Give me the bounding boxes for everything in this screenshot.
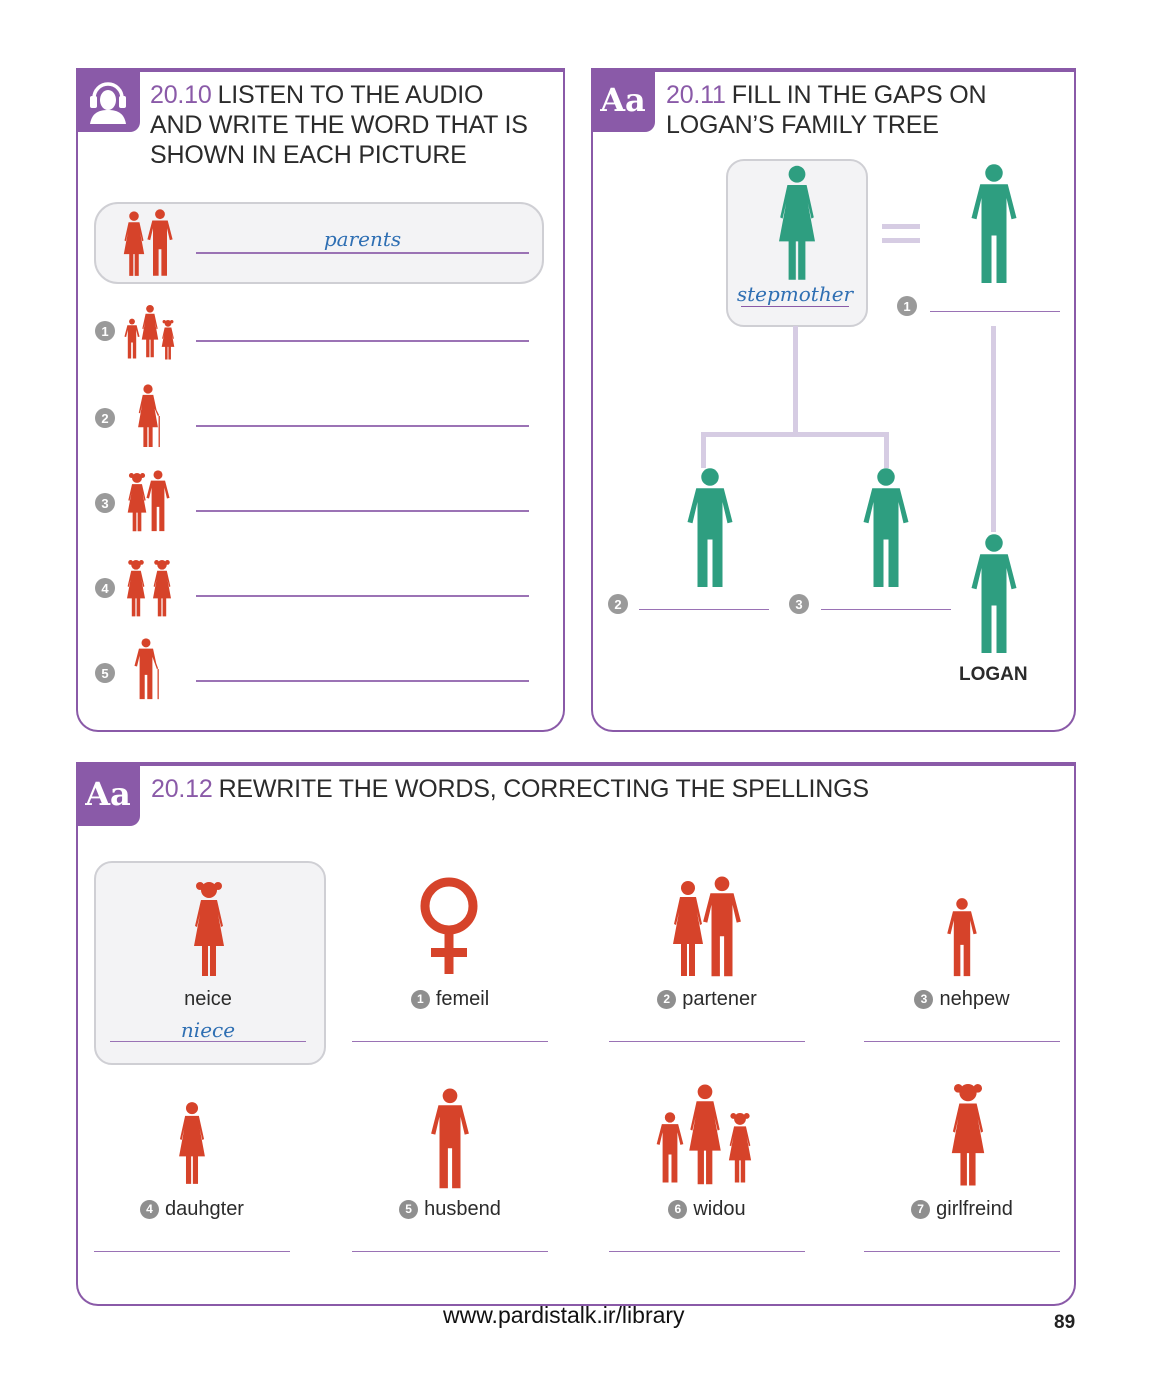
nephew-figure-icon xyxy=(947,898,977,977)
item-number-3: 3 xyxy=(95,493,115,513)
exercise-number: 20.10 xyxy=(150,81,212,109)
logan-figure-icon xyxy=(971,534,1017,653)
tree-connector xyxy=(701,432,706,468)
answer-line-5[interactable] xyxy=(196,680,529,682)
brother-figure-icon xyxy=(863,468,909,587)
example-answer: parents xyxy=(323,227,402,251)
equals-sign xyxy=(882,224,920,229)
gap-line-2[interactable] xyxy=(639,609,769,610)
answer-line-3[interactable] xyxy=(196,510,529,512)
example-answer-line xyxy=(196,252,529,254)
exercise-20-11-panel: Aa 20.11 FILL IN THE GAPS ON LOGAN’S FAMI… xyxy=(591,68,1076,732)
example-answer: niece xyxy=(180,1018,236,1042)
grandmother-figure-icon xyxy=(138,384,160,448)
item-number-2: 2 xyxy=(95,408,115,428)
example-answer-line xyxy=(741,306,849,307)
misspelled-word-5: 5 husbend xyxy=(352,1198,548,1221)
exercise-number: 20.11 xyxy=(666,81,726,109)
answer-line-7[interactable] xyxy=(864,1251,1060,1252)
parents-figure-icon xyxy=(123,209,173,276)
exercise-20-10-title: 20.10 LISTEN TO THE AUDIO AND WRITE THE W… xyxy=(150,81,528,169)
answer-line-6[interactable] xyxy=(609,1251,805,1252)
father-figure-icon xyxy=(971,164,1017,283)
answer-line-2[interactable] xyxy=(609,1041,805,1042)
gap-number-1: 1 xyxy=(897,296,917,316)
exercise-number: 20.12 xyxy=(151,775,213,803)
item-number-1: 1 xyxy=(95,321,115,341)
equals-sign-lower xyxy=(882,238,920,243)
page-number: 89 xyxy=(1054,1312,1076,1333)
footer-url[interactable]: www.pardistalk.ir/library xyxy=(443,1302,685,1328)
answer-line-4[interactable] xyxy=(94,1251,290,1252)
widow-family-figure-icon xyxy=(656,1084,752,1185)
exercise-20-12-panel: Aa 20.12 REWRITE THE WORDS, CORRECTING TH… xyxy=(76,762,1076,1306)
misspelled-word-1: 1 femeil xyxy=(352,988,548,1011)
example-answer-box xyxy=(94,202,544,284)
couple-figure-icon xyxy=(127,470,170,532)
female-symbol-icon xyxy=(420,877,478,974)
exercise-20-11-title: 20.11 FILL IN THE GAPS ON LOGAN’S FAMILY … xyxy=(666,81,987,139)
tree-connector xyxy=(701,432,889,437)
gap-line-3[interactable] xyxy=(821,609,951,610)
answer-line-4[interactable] xyxy=(196,595,529,597)
answer-line-3[interactable] xyxy=(864,1041,1060,1042)
exercise-vocab-tag: Aa xyxy=(76,762,140,826)
example-misspelled-word: neice xyxy=(184,988,232,1010)
stepmother-figure-icon xyxy=(779,165,815,280)
tree-connector xyxy=(793,326,798,436)
answer-line-5[interactable] xyxy=(352,1251,548,1252)
misspelled-word-7: 7 girlfreind xyxy=(864,1198,1060,1221)
daughter-figure-icon xyxy=(179,1102,205,1184)
answer-line-2[interactable] xyxy=(196,425,529,427)
tree-connector xyxy=(991,326,996,532)
answer-line-1[interactable] xyxy=(352,1041,548,1042)
answer-line-1[interactable] xyxy=(196,340,529,342)
exercise-20-10-panel: 20.10 LISTEN TO THE AUDIO AND WRITE THE W… xyxy=(76,68,565,732)
partner-figure-icon xyxy=(673,876,741,977)
sisters-figure-icon xyxy=(127,560,171,617)
misspelled-word-4: 4 dauhgter xyxy=(94,1198,290,1221)
niece-figure-icon xyxy=(194,882,224,976)
item-number-5: 5 xyxy=(95,663,115,683)
exercise-20-12-title: 20.12 REWRITE THE WORDS, CORRECTING THE S… xyxy=(151,775,869,803)
tree-connector xyxy=(884,432,889,468)
gap-number-3: 3 xyxy=(789,594,809,614)
grandfather-figure-icon xyxy=(134,638,159,700)
misspelled-word-6: 6 widou xyxy=(609,1198,805,1221)
item-number-4: 4 xyxy=(95,578,115,598)
example-answer-line xyxy=(110,1041,306,1042)
husband-figure-icon xyxy=(431,1088,469,1189)
half-brother-figure-icon xyxy=(687,468,733,587)
girlfriend-figure-icon xyxy=(951,1084,985,1186)
misspelled-word-2: 2 partener xyxy=(609,988,805,1011)
headphones-user-icon xyxy=(90,82,126,124)
exercise-listen-tag xyxy=(76,68,140,132)
gap-number-2: 2 xyxy=(608,594,628,614)
family-figure-icon xyxy=(124,304,175,360)
example-answer: stepmother xyxy=(736,282,854,306)
logan-label: LOGAN xyxy=(959,664,1028,685)
exercise-vocab-tag: Aa xyxy=(591,68,655,132)
misspelled-word-3: 3 nehpew xyxy=(864,988,1060,1011)
gap-line-1[interactable] xyxy=(930,311,1060,312)
